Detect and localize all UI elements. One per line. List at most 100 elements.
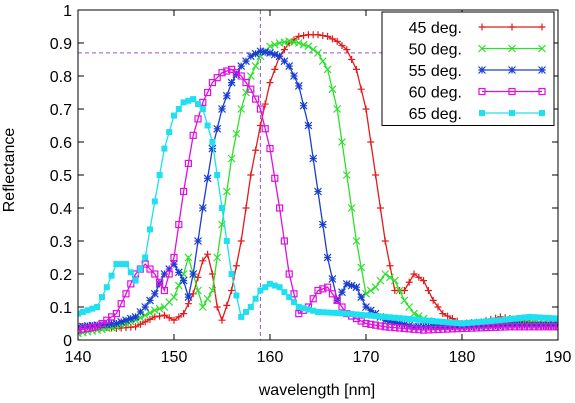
data-point [400, 324, 408, 333]
data-point [410, 270, 418, 278]
data-point [103, 284, 110, 291]
y-tick-label: 0.4 [50, 201, 72, 218]
data-point [381, 323, 389, 331]
data-point [276, 284, 283, 291]
data-point [496, 323, 504, 331]
data-point [227, 154, 236, 163]
data-point [343, 46, 351, 54]
data-point [180, 99, 187, 106]
data-point [83, 324, 92, 333]
data-point [357, 263, 366, 272]
data-point [142, 254, 149, 261]
data-point [540, 314, 547, 321]
data-point [118, 261, 125, 268]
data-point [391, 314, 398, 321]
data-point [334, 310, 341, 317]
data-point [516, 315, 523, 321]
data-point [294, 39, 303, 47]
legend-item: 50 deg. [409, 42, 546, 59]
data-point [99, 294, 105, 301]
data-point [381, 316, 390, 325]
series-4 [78, 65, 558, 334]
data-point [280, 57, 289, 66]
data-point [184, 159, 192, 168]
data-point [491, 321, 500, 330]
data-point [281, 289, 288, 296]
data-point [305, 306, 312, 313]
data-point [89, 305, 96, 312]
data-point [184, 300, 192, 308]
data-point [175, 313, 183, 321]
data-point [79, 308, 86, 315]
data-point [132, 323, 140, 331]
data-point [267, 280, 273, 287]
data-point [390, 276, 399, 285]
data-point [506, 323, 514, 331]
data-point [112, 310, 121, 318]
data-point [146, 308, 154, 317]
data-point [348, 311, 355, 318]
data-point [246, 52, 255, 61]
data-point [429, 296, 437, 304]
data-point [185, 97, 192, 104]
data-point [237, 62, 246, 71]
data-point [520, 321, 529, 330]
data-point [492, 317, 499, 324]
data-point [508, 44, 516, 53]
data-point [295, 304, 302, 310]
data-point [112, 319, 121, 328]
data-point [137, 266, 144, 273]
data-point [252, 146, 260, 154]
data-point [448, 322, 457, 331]
data-point [146, 315, 154, 323]
data-point [132, 277, 139, 284]
y-tick-label: 0.8 [50, 69, 72, 86]
data-point [405, 303, 414, 311]
data-point [252, 295, 259, 302]
data-point [251, 62, 260, 71]
data-point [434, 325, 442, 334]
data-point [117, 300, 125, 308]
data-point [314, 286, 322, 295]
data-point [219, 205, 225, 211]
data-point [425, 317, 432, 324]
y-tick-label: 0.9 [50, 36, 72, 53]
data-point [329, 309, 336, 316]
data-point [184, 253, 193, 262]
data-point [347, 204, 356, 212]
data-point [146, 265, 154, 273]
y-axis-label: Reflectance [1, 128, 18, 213]
data-point [237, 105, 246, 113]
legend-item: 60 deg. [409, 85, 546, 102]
data-point [420, 277, 428, 285]
data-point [88, 324, 97, 332]
data-point [199, 257, 207, 265]
data-point [478, 44, 486, 53]
data-point [401, 315, 408, 322]
data-point [208, 144, 217, 153]
y-tick-label: 0 [63, 333, 72, 350]
data-point [78, 310, 81, 317]
data-point [199, 106, 206, 112]
data-point [338, 138, 346, 146]
data-point [549, 321, 558, 330]
data-point [381, 270, 390, 278]
data-point [117, 317, 126, 326]
data-point [189, 131, 197, 139]
data-point [88, 321, 97, 330]
data-point [184, 293, 193, 302]
data-point [468, 319, 475, 326]
data-point [395, 319, 404, 328]
data-point [170, 260, 178, 269]
data-point [362, 303, 370, 311]
data-point [122, 316, 130, 325]
data-point [550, 315, 557, 322]
x-axis-label: wavelength [nm] [258, 382, 376, 399]
data-point [262, 284, 269, 291]
data-point [477, 322, 486, 331]
data-point [165, 265, 174, 273]
data-point [314, 31, 322, 39]
data-point [228, 287, 236, 294]
data-point [415, 316, 422, 323]
series-layer [78, 31, 558, 338]
